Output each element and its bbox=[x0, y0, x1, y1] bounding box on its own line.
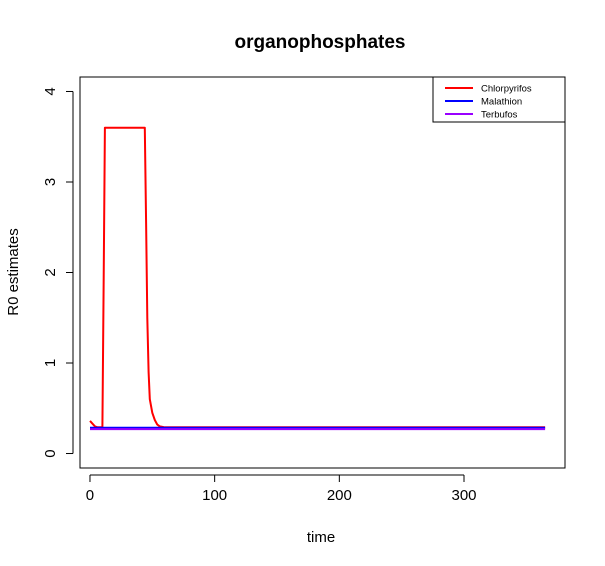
legend-label: Malathion bbox=[481, 97, 522, 108]
x-axis-label: time bbox=[307, 529, 335, 546]
y-tick-label: 0 bbox=[42, 449, 59, 457]
x-tick-label: 300 bbox=[451, 487, 476, 504]
y-tick-label: 4 bbox=[42, 87, 59, 95]
x-axis: 0 100 200 300 bbox=[86, 474, 477, 504]
legend: Chlorpyrifos Malathion Terbufos bbox=[432, 76, 566, 123]
y-tick-label: 3 bbox=[42, 178, 59, 186]
y-tick-label: 1 bbox=[42, 359, 59, 367]
y-tick-label: 2 bbox=[42, 268, 59, 276]
legend-label: Terbufos bbox=[481, 110, 518, 121]
chart-title: organophosphates bbox=[234, 32, 405, 53]
y-axis-label: R0 estimates bbox=[5, 228, 22, 316]
series-layer bbox=[89, 126, 546, 431]
plot-frame bbox=[79, 76, 566, 469]
legend-label: Chlorpyrifos bbox=[481, 84, 532, 95]
x-tick-label: 100 bbox=[202, 487, 227, 504]
x-tick-label: 200 bbox=[327, 487, 352, 504]
series-line-chlorpyrifos bbox=[89, 126, 546, 429]
x-tick-label: 0 bbox=[86, 487, 94, 504]
y-axis: 0 1 2 3 4 bbox=[42, 87, 74, 458]
